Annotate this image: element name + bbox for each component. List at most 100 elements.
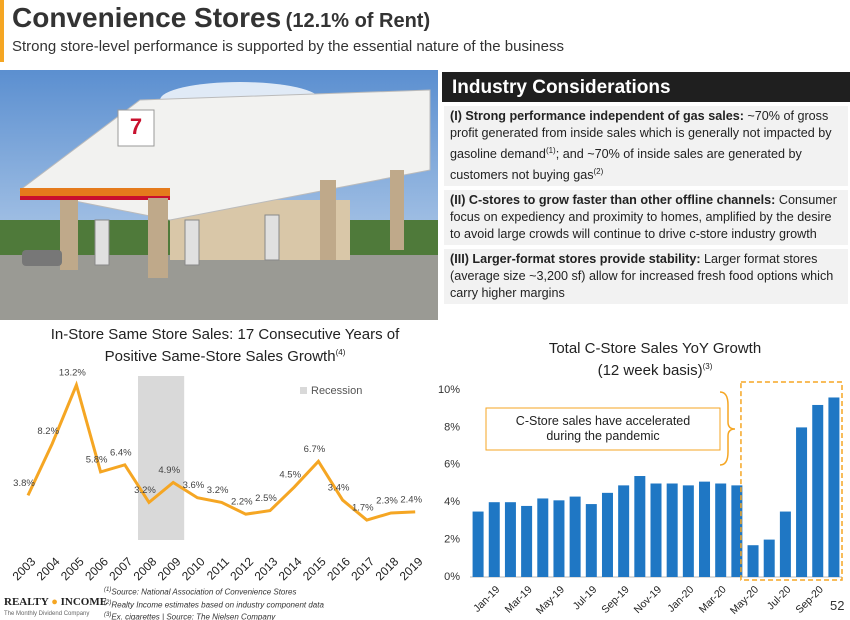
annotation-box [485,407,721,451]
y-tick-label: 8% [444,421,460,433]
x-tick-label: 2006 [82,554,111,583]
data-label: 3.8% [13,478,35,489]
footnote: (2)Realty Income estimates based on indu… [104,598,324,611]
footnote-marker: (3) [104,612,112,619]
svg-text:7: 7 [130,114,142,139]
legend-swatch [300,387,307,394]
bar-chart-title: Total C-Store Sales YoY Growth (12 week b… [470,340,840,380]
data-label: 13.2% [59,368,86,379]
data-label: 4.9% [158,465,180,476]
slide-subtitle: Strong store-level performance is suppor… [12,38,564,55]
bar [812,404,824,577]
x-tick-label: 2016 [324,554,353,583]
x-tick-label: Mar-20 [697,583,729,615]
footnote: (3)Ex. cigarettes | Source: The Nielsen … [104,610,324,620]
bar [504,502,516,577]
bar [521,505,533,577]
consideration-text: Larger format stores (average size ~3,20… [450,252,834,301]
footnote-marker: (2) [104,599,112,606]
logo-left: REALTY [4,596,49,608]
bar [472,511,484,577]
considerations-list: (I) Strong performance independent of ga… [444,106,848,308]
footnote: (1)Source: National Association of Conve… [104,585,324,598]
chart-title: In-Store Same Store Sales: 17 Consecutiv… [50,326,400,365]
data-label: 2.2% [231,497,253,508]
footnote-ref: (2) [593,167,604,177]
x-tick-label: 2015 [300,554,329,583]
consideration-lead: (I) Strong performance independent of ga… [450,109,744,123]
bar [747,545,759,577]
logo-right: INCOME [60,596,108,608]
data-label: 8.2% [37,426,59,437]
consideration: (I) Strong performance independent of ga… [444,106,848,187]
bar [650,483,662,577]
bar [618,485,630,577]
x-tick-label: Jan-19 [471,583,502,614]
data-label: 6.7% [304,444,326,455]
bar [699,481,711,577]
x-tick-label: May-19 [534,583,567,616]
x-tick-label: Sep-20 [793,583,826,616]
footnote-marker: (1) [104,587,112,593]
annotation: C-Store sales have accelerated during the… [516,414,690,443]
x-tick-label: Sep-19 [599,583,632,616]
consideration: (III) Larger-format stores provide stabi… [444,249,848,305]
x-tick-label: 2011 [204,554,232,582]
chart-title: Total C-Store Sales YoY Growth [548,340,762,357]
x-tick-label: 2010 [179,554,208,583]
bar [585,504,597,577]
line-chart-title: In-Store Same Store Sales: 17 Consecutiv… [30,326,420,366]
x-tick-label: 2018 [373,554,402,583]
x-tick-label: 2003 [10,554,39,583]
store-photo: 7 [0,70,438,320]
x-tick-label: Jul-19 [571,583,600,612]
title-note: (12.1% of Rent) [285,10,431,32]
y-tick-label: 2% [444,534,460,546]
accent-bar [0,0,4,62]
x-tick-label: 2019 [397,554,426,583]
y-tick-label: 6% [444,459,460,471]
x-tick-label: 2012 [227,554,256,583]
title-sup: (3) [702,362,713,371]
consideration-lead: (III) Larger-format stores provide stabi… [450,252,701,267]
bar [488,502,500,577]
y-tick-label: 0% [444,571,460,583]
bar [553,500,565,577]
bar [601,492,613,577]
data-label: 1.7% [352,503,374,514]
y-tick-label: 4% [444,496,460,508]
footnote-text: Source: National Association of Convenie… [111,587,297,597]
bar [569,496,581,577]
footnote-text: Ex. cigarettes | Source: The Nielsen Com… [111,612,276,620]
consideration-text: Consumer focus on expediency and proximi… [450,193,837,242]
y-tick-label: 10% [438,384,460,396]
logo: REALTY ● INCOME [4,596,108,608]
highlight-box [740,381,843,581]
title-sup: (4) [335,348,346,357]
data-label: 5.8% [86,454,108,465]
consideration-text: ; and ~70% of inside sales are generated… [450,147,802,183]
series-line [26,380,416,522]
data-label: 2.3% [376,496,398,507]
data-label: 3.2% [134,485,156,496]
data-label: 4.5% [279,470,301,481]
x-tick-label: Jan-20 [665,583,696,614]
consideration: (II) C-stores to grow faster than other … [444,190,848,246]
bar [537,498,549,577]
bar [828,397,840,577]
x-tick-label: 2005 [58,554,87,583]
chart-subtitle: (12 week basis) [597,362,703,379]
slide-title: Convenience Stores [12,2,282,33]
legend-label: Recession [311,385,362,397]
consideration-text: ~70% of gross profit generated from insi… [450,109,832,162]
data-label: 3.6% [183,480,205,491]
footnote-ref: (1) [545,146,556,155]
x-tick-label: 2014 [276,554,305,583]
data-label: 2.4% [400,494,422,505]
bar [763,539,775,577]
x-tick-label: 2017 [348,554,377,583]
x-tick-label: 2013 [252,554,281,583]
recession-band [138,376,185,540]
